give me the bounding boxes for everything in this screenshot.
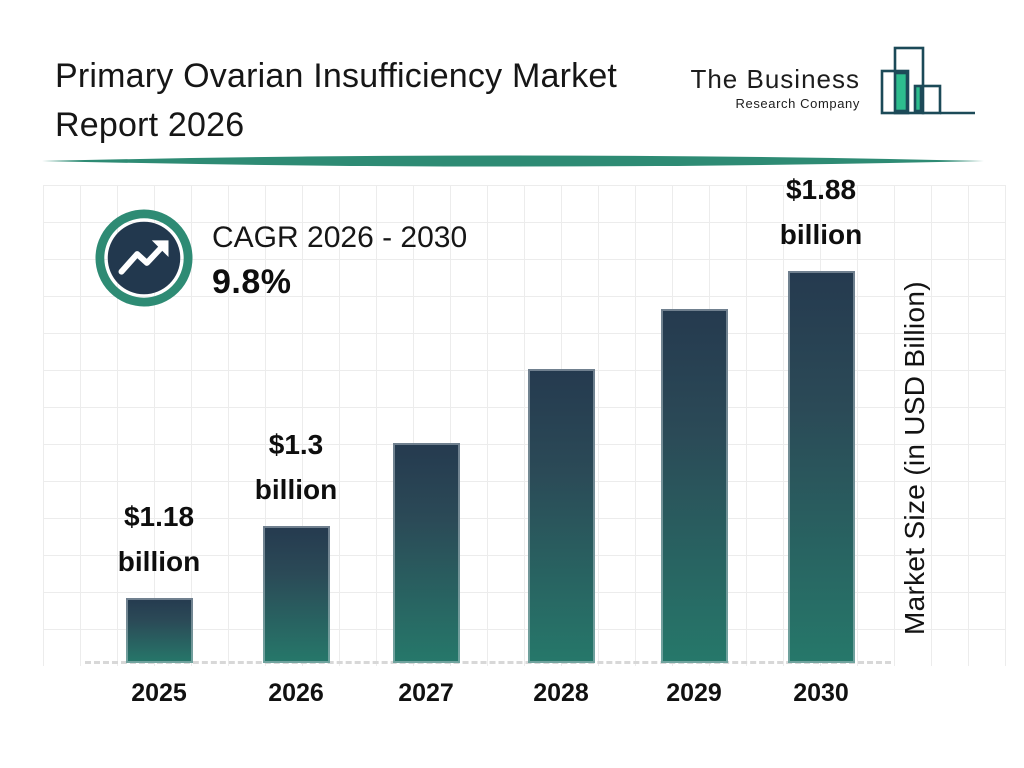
x-tick-label-2030: 2030 [793,679,849,707]
bar-2027 [392,443,460,663]
bar-value-unit: billion [254,474,338,505]
bar-2030 [787,271,855,663]
company-subtitle: Research Company [735,96,860,111]
bar-value-amount: $1.3 [268,429,324,460]
x-tick-label-2028: 2028 [533,679,589,707]
bar-2028 [527,369,595,663]
bar-2025 [125,598,193,663]
bar-chart-logo-icon [880,46,975,115]
chart-baseline [85,661,891,664]
divider-swoosh [42,155,984,167]
cagr-value: 9.8% [212,263,292,301]
bar-value-unit: billion [779,219,863,250]
x-tick-label-2027: 2027 [398,679,454,707]
company-name: The Business [690,64,860,94]
x-tick-label-2026: 2026 [268,679,324,707]
x-tick-label-2025: 2025 [131,679,187,707]
bar-2029 [660,309,728,663]
bar-value-amount: $1.88 [785,174,857,205]
cagr-label: CAGR 2026 - 2030 [212,221,468,254]
trending-up-icon [95,209,193,307]
y-axis-label: Market Size (in USD Billion) [899,281,930,635]
bar-value-label-2030: $1.88 billion [711,167,931,257]
x-tick-label-2029: 2029 [666,679,722,707]
page-title-line1: Primary Ovarian Insufficiency Market [55,57,618,95]
page-title: Primary Ovarian Insufficiency Market Rep… [55,52,715,150]
company-logo-text: The Business Research Company [690,64,860,111]
page-title-line2: Report 2026 [55,106,245,144]
company-logo: The Business Research Company [690,40,980,140]
cagr-block: CAGR 2026 - 2030 9.8% [212,221,467,302]
bar-value-label-2025: $1.18 billion [49,494,269,584]
bar-value-label-2026: $1.3 billion [186,422,406,512]
bar-value-amount: $1.18 [123,501,195,532]
bar-value-unit: billion [117,546,201,577]
bar-2026 [262,526,330,663]
